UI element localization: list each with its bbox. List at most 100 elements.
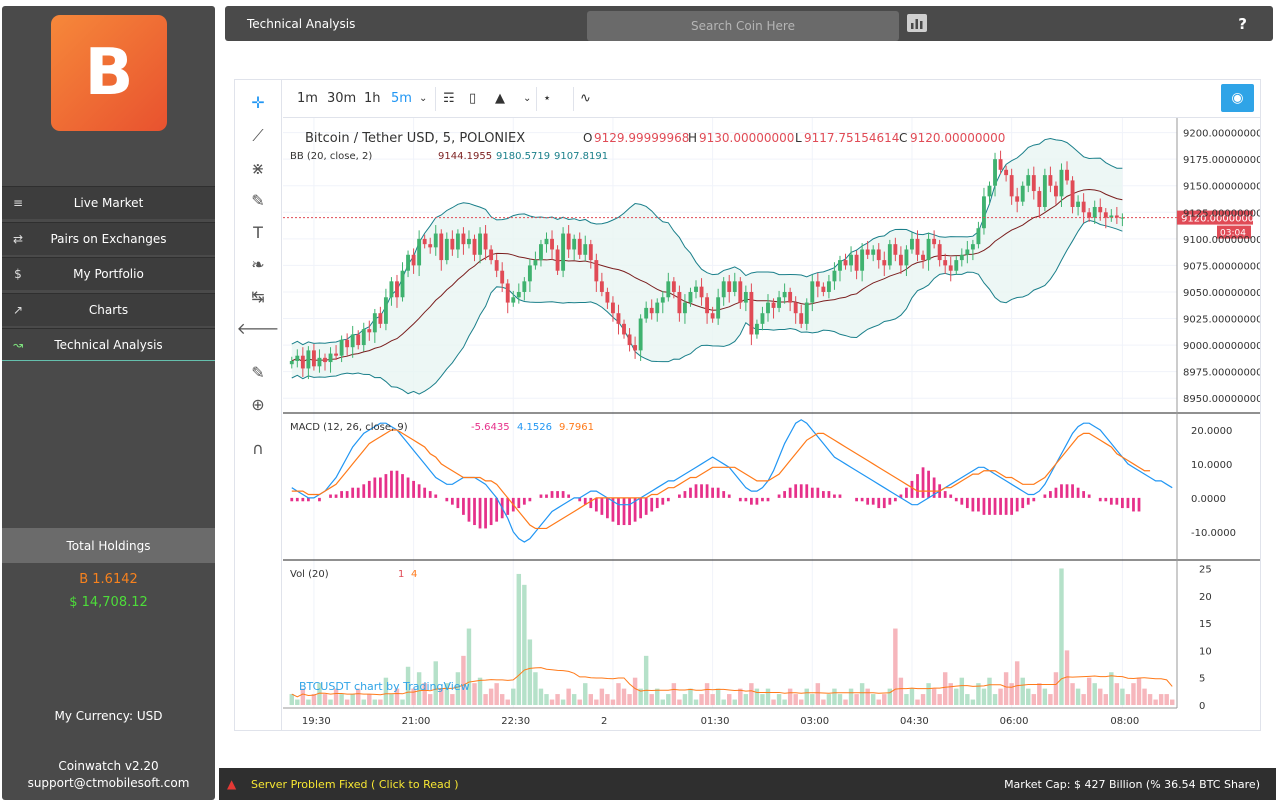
volume-bar (677, 699, 682, 705)
currency-setting[interactable]: My Currency: USD (54, 709, 163, 723)
candle-body (993, 159, 997, 186)
nav-my-portfolio[interactable]: $ My Portfolio (2, 257, 215, 290)
timeframe-1m[interactable]: 1m (297, 91, 318, 106)
indicators-icon[interactable]: ⋆ (543, 91, 552, 106)
volume-bar (433, 661, 438, 705)
volume-bar (483, 694, 488, 705)
candle-body (932, 238, 937, 245)
candle-body (1020, 185, 1025, 202)
candle-body (743, 291, 748, 303)
volume-bar (693, 699, 699, 705)
volume-bar (976, 683, 981, 705)
volume-bar (837, 694, 843, 705)
measure-range-icon[interactable]: ↹ (251, 286, 265, 306)
candle-body (605, 291, 610, 303)
back-arrow-icon[interactable]: 🡐 (236, 319, 280, 338)
candle-body (616, 313, 621, 324)
help-button[interactable]: ? (1238, 15, 1247, 33)
candle-body (766, 302, 770, 314)
volume-bar (1120, 688, 1125, 705)
volume-bar (954, 688, 959, 705)
pattern-icon[interactable]: ❧ (251, 254, 265, 274)
candle-body (682, 302, 687, 314)
candle-body (594, 260, 599, 282)
chevron-down-icon[interactable]: ⌄ (523, 93, 532, 104)
price-tick-label: 9050.00000000 (1183, 288, 1260, 299)
chevron-down-icon[interactable]: ⌄ (419, 93, 428, 104)
text-tool-icon[interactable]: T (253, 222, 263, 242)
chart-canvas[interactable]: 9120.00000000 03:04 9200.00000000 9175.0000… (283, 118, 1260, 729)
timeframe-5m[interactable]: 5m (391, 91, 412, 106)
candle-body (350, 334, 355, 348)
search-coin-input[interactable] (587, 11, 899, 41)
volume-bar (616, 683, 621, 705)
support-email[interactable]: support@ctmobilesoft.com (27, 776, 190, 790)
candle-body (522, 281, 527, 292)
candle-body (622, 323, 626, 335)
candle-body (295, 355, 300, 362)
time-tick-label: 08:00 (1110, 716, 1139, 727)
candle-body (976, 228, 981, 245)
candle-body (533, 260, 538, 266)
pitchfork-icon[interactable]: ⋇ (251, 158, 265, 178)
time-tick-label: 2 (601, 716, 607, 727)
server-message-link[interactable]: Server Problem Fixed ( Click to Read ) (251, 778, 459, 791)
trend-line-icon[interactable]: ⟋ (252, 126, 264, 145)
volume-bar (649, 694, 654, 705)
volume-bar (832, 688, 837, 705)
time-tick-label: 03:00 (800, 716, 829, 727)
volume-bar (760, 694, 765, 705)
timeframe-30m[interactable]: 30m (327, 91, 357, 106)
candle-body (893, 244, 898, 255)
volume-bar (306, 699, 311, 705)
ruler-icon[interactable]: ✎ (251, 362, 265, 382)
zoom-in-icon[interactable]: ⊕ (251, 394, 265, 414)
volume-bar (981, 688, 987, 705)
bar-chart-icon[interactable] (907, 14, 927, 32)
volume-bar (605, 694, 610, 705)
nav-pairs-on-exchanges[interactable]: ⇄ Pairs on Exchanges (2, 222, 215, 255)
bollinger-lower (291, 219, 1123, 395)
sidebar: B ≡ Live Market ⇄ Pairs on Exchanges $ M… (2, 6, 215, 800)
volume-ma-value: 4 (411, 569, 417, 580)
camera-icon[interactable]: ◉ (1221, 84, 1254, 112)
crosshair-icon[interactable]: ✛ (251, 92, 265, 112)
candle-body (660, 297, 665, 303)
volume-bar (389, 694, 394, 705)
volume-bar (1136, 677, 1142, 705)
bar-style-icon[interactable]: ☶ (443, 91, 455, 106)
candle-body (339, 339, 344, 356)
volume-bar (970, 699, 976, 705)
volume-bar (666, 694, 671, 705)
tradingview-watermark: BTCUSDT chart by TradingView (299, 680, 470, 693)
volume-bar (400, 699, 405, 705)
volume-bar (538, 688, 544, 705)
volume-bar (522, 584, 527, 705)
candle-body (356, 334, 361, 346)
candle-body (849, 254, 853, 266)
candle-style-icon[interactable]: ▯ (469, 91, 477, 106)
time-tick-label: 01:30 (701, 716, 730, 727)
macd-label: MACD (12, 26, close, 9) (290, 422, 408, 433)
candle-body (472, 238, 477, 255)
volume-bar (1031, 694, 1037, 705)
candle-body (527, 265, 532, 282)
nav-charts[interactable]: ↗ Charts (2, 293, 215, 326)
candle-body (738, 281, 743, 303)
btc-holding: B 1.6142 (79, 572, 138, 587)
price-tick-label: 9100.00000000 (1183, 235, 1260, 246)
candle-body (970, 244, 975, 250)
volume-bar (826, 694, 832, 705)
brush-icon[interactable]: ✎ (251, 190, 265, 210)
candle-body (317, 357, 322, 367)
volume-bar (339, 694, 344, 705)
nav-live-market[interactable]: ≡ Live Market (2, 186, 215, 219)
area-style-icon[interactable]: ▲ (495, 91, 505, 106)
compare-icon[interactable]: ∿ (580, 91, 591, 106)
volume-bar (1009, 683, 1014, 705)
magnet-icon[interactable]: ∩ (252, 438, 264, 458)
nav-technical-analysis[interactable]: ↝ Technical Analysis (2, 328, 215, 361)
candle-body (544, 238, 549, 245)
timeframe-1h[interactable]: 1h (364, 91, 381, 106)
volume-bar (688, 688, 693, 705)
